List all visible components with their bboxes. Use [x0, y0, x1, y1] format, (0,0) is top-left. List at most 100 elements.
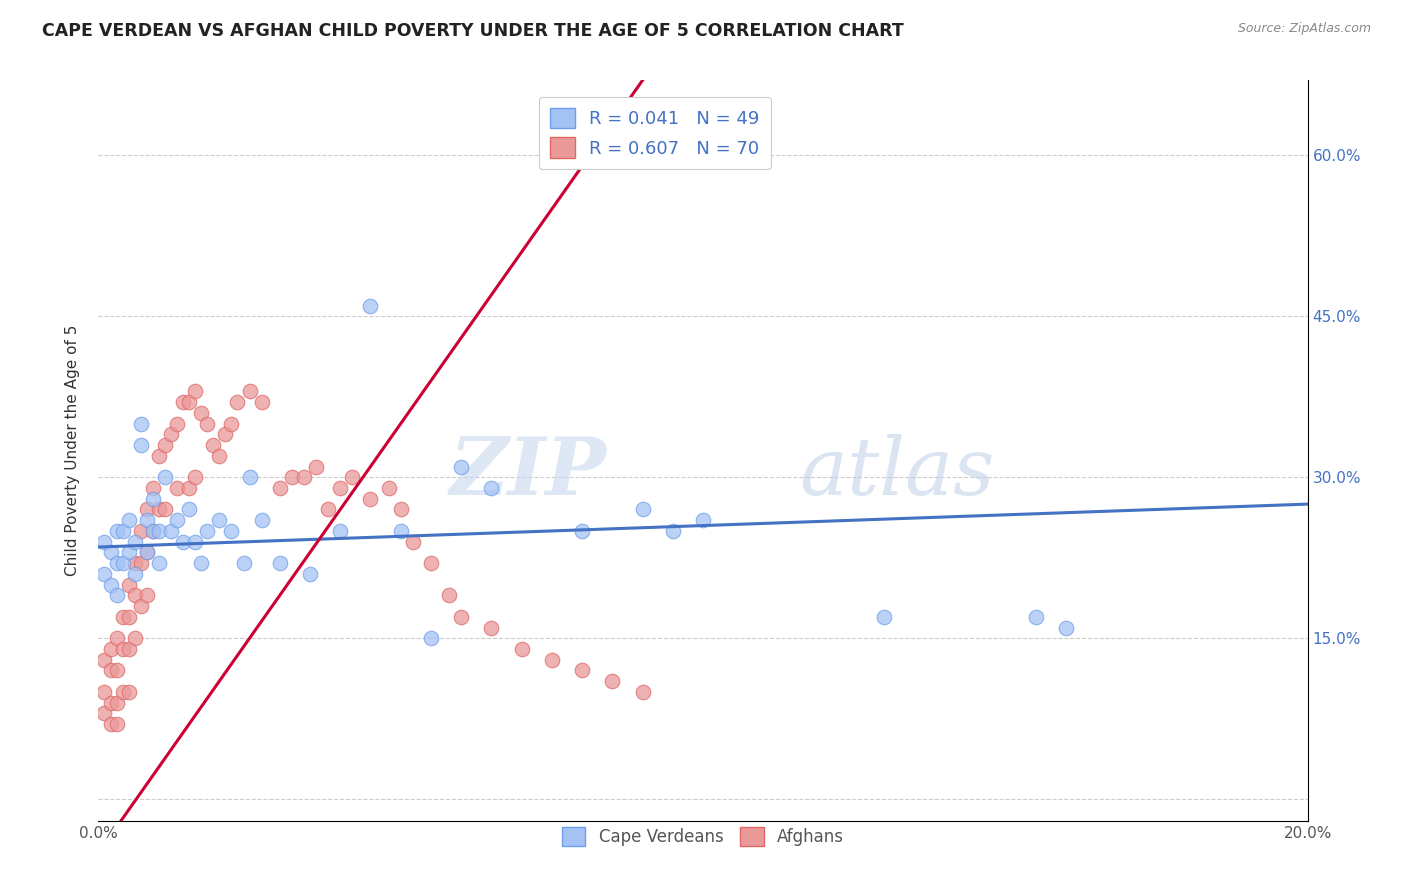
Point [153, 470, 176, 484]
Point [118, 545, 141, 559]
Point [602, 674, 624, 689]
Point [105, 696, 128, 710]
Point [166, 481, 188, 495]
Point [93, 685, 115, 699]
Point [93, 706, 115, 721]
Point [873, 609, 896, 624]
Point [166, 417, 188, 431]
Point [329, 524, 352, 538]
Point [184, 470, 207, 484]
Point [389, 502, 412, 516]
Point [100, 696, 122, 710]
Point [105, 632, 128, 646]
Point [305, 459, 328, 474]
Point [153, 502, 176, 516]
Point [105, 524, 128, 538]
Point [299, 566, 322, 581]
Point [129, 417, 152, 431]
Point [661, 524, 683, 538]
Point [184, 534, 207, 549]
Point [148, 449, 170, 463]
Point [93, 653, 115, 667]
Point [360, 491, 382, 506]
Point [142, 481, 165, 495]
Point [111, 642, 134, 657]
Point [111, 556, 134, 570]
Point [481, 620, 503, 634]
Point [221, 524, 243, 538]
Text: Source: ZipAtlas.com: Source: ZipAtlas.com [1237, 22, 1371, 36]
Point [118, 513, 141, 527]
Point [118, 609, 141, 624]
Point [160, 427, 183, 442]
Point [221, 417, 243, 431]
Point [540, 653, 562, 667]
Point [148, 556, 170, 570]
Point [179, 395, 201, 409]
Point [190, 556, 212, 570]
Point [239, 384, 262, 399]
Point [195, 524, 218, 538]
Point [402, 534, 425, 549]
Point [142, 524, 165, 538]
Point [269, 556, 291, 570]
Point [100, 545, 122, 559]
Point [118, 577, 141, 591]
Point [420, 632, 443, 646]
Point [232, 556, 254, 570]
Point [129, 599, 152, 613]
Point [195, 417, 218, 431]
Point [93, 566, 115, 581]
Point [389, 524, 412, 538]
Point [142, 524, 165, 538]
Point [631, 685, 654, 699]
Point [292, 470, 315, 484]
Point [377, 481, 399, 495]
Point [111, 524, 134, 538]
Point [111, 685, 134, 699]
Text: CAPE VERDEAN VS AFGHAN CHILD POVERTY UNDER THE AGE OF 5 CORRELATION CHART: CAPE VERDEAN VS AFGHAN CHILD POVERTY UND… [42, 22, 904, 40]
Point [135, 502, 157, 516]
Point [360, 299, 382, 313]
Point [135, 513, 157, 527]
Point [269, 481, 291, 495]
Point [129, 556, 152, 570]
Point [250, 395, 273, 409]
Point [100, 577, 122, 591]
Point [124, 632, 146, 646]
Point [250, 513, 273, 527]
Point [450, 459, 472, 474]
Point [135, 588, 157, 602]
Point [105, 717, 128, 731]
Point [105, 664, 128, 678]
Point [166, 513, 188, 527]
Point [692, 513, 714, 527]
Point [179, 481, 201, 495]
Point [100, 717, 122, 731]
Point [135, 545, 157, 559]
Point [1054, 620, 1077, 634]
Point [160, 524, 183, 538]
Legend: Cape Verdeans, Afghans: Cape Verdeans, Afghans [555, 821, 851, 853]
Point [342, 470, 364, 484]
Point [316, 502, 339, 516]
Point [631, 502, 654, 516]
Point [118, 685, 141, 699]
Point [105, 588, 128, 602]
Point [208, 449, 231, 463]
Point [148, 502, 170, 516]
Point [450, 609, 472, 624]
Point [214, 427, 236, 442]
Point [118, 642, 141, 657]
Point [208, 513, 231, 527]
Point [420, 556, 443, 570]
Text: ZIP: ZIP [450, 434, 606, 511]
Point [129, 438, 152, 452]
Point [142, 491, 165, 506]
Point [105, 556, 128, 570]
Point [100, 664, 122, 678]
Point [111, 609, 134, 624]
Point [481, 481, 503, 495]
Point [129, 524, 152, 538]
Y-axis label: Child Poverty Under the Age of 5: Child Poverty Under the Age of 5 [65, 325, 80, 576]
